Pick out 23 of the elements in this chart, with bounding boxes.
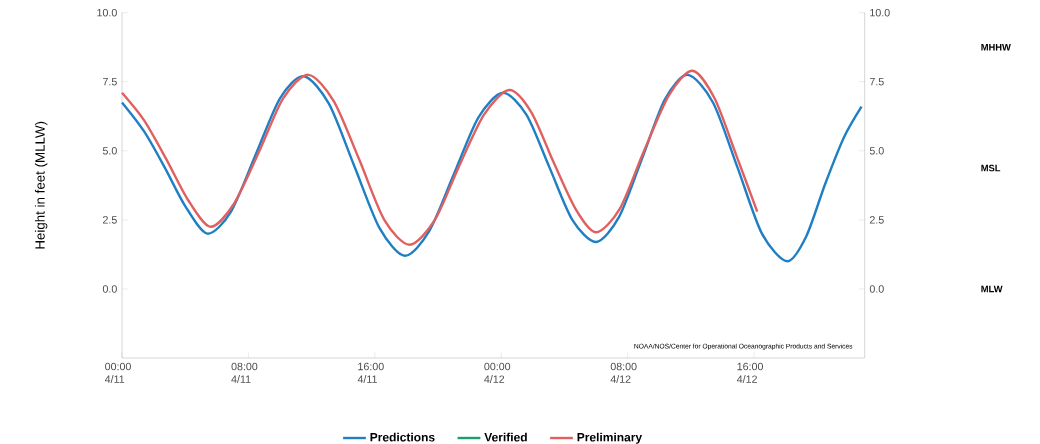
legend-label: Preliminary: [577, 432, 643, 444]
y2-tick-label: 5.0: [869, 147, 884, 155]
y-tick-label: 5.0: [102, 147, 117, 155]
x-tick-label: 08:00 4/12: [610, 362, 637, 383]
x-tick-label: 00:00 4/12: [484, 362, 511, 383]
text: MHHW: [981, 43, 1011, 51]
legend-label: Predictions: [370, 432, 435, 442]
y2-tick-label: 0.0: [869, 285, 884, 293]
x-tick-label: 16:00 4/12: [736, 362, 763, 383]
x-tick-label: 08:00 4/11: [231, 362, 258, 383]
y2-tick-label: 10.0: [870, 8, 890, 17]
y-tick-label: 7.5: [103, 78, 117, 86]
text: MSL: [981, 164, 1001, 172]
text: MLW: [981, 285, 1003, 293]
y-tick-label: 2.5: [103, 216, 117, 224]
x-tick-label: 16:00 4/11: [357, 362, 384, 383]
legend-label: Verified: [484, 432, 527, 442]
x-tick-label: 00:00 4/11: [104, 362, 131, 383]
y-tick-label: 0.0: [102, 285, 117, 293]
y2-tick-label: 7.5: [869, 78, 884, 86]
y-axis-title: Height in feet (MLLW): [34, 121, 48, 249]
y-tick-label: 10.0: [97, 8, 117, 17]
y2-tick-label: 2.5: [869, 216, 884, 224]
